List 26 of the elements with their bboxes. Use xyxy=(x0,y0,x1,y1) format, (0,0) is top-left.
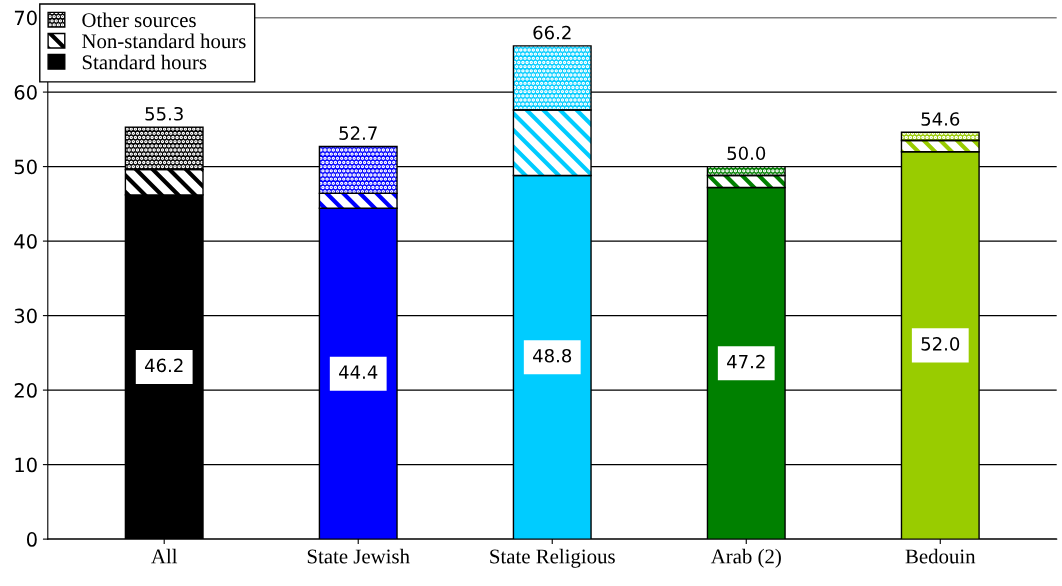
data-label: 47.2 xyxy=(727,354,765,369)
y-tick-label: 20 xyxy=(14,383,37,398)
legend-label: Other sources xyxy=(82,12,196,28)
total-label: 54.6 xyxy=(921,112,960,126)
x-tick-label: State Religious xyxy=(490,548,615,568)
y-tick-label: 70 xyxy=(14,10,37,26)
y-tick-label: 10 xyxy=(15,457,37,473)
data-label: 52.0 xyxy=(921,336,960,351)
data-label: 46.2 xyxy=(144,358,183,373)
y-tick-label: 30 xyxy=(14,308,37,324)
x-tick-label: Bedouin xyxy=(905,548,976,564)
y-tick-label: 0 xyxy=(26,532,37,547)
total-label: 66.2 xyxy=(533,25,571,40)
x-tick-label: Arab (2) xyxy=(710,548,781,568)
x-tick-label: State Jewish xyxy=(307,548,410,564)
x-tick-label: All xyxy=(151,548,178,564)
y-tick-label: 40 xyxy=(14,234,37,249)
data-label: 44.4 xyxy=(339,365,378,379)
legend-label: Non-standard hours xyxy=(82,33,246,49)
data-label: 48.8 xyxy=(533,348,572,363)
y-tick-label: 60 xyxy=(14,85,37,100)
y-tick-label: 50 xyxy=(14,159,37,175)
total-label: 52.7 xyxy=(339,126,377,140)
total-label: 50.0 xyxy=(727,146,766,161)
total-label: 55.3 xyxy=(145,106,183,121)
legend-label: Standard hours xyxy=(82,54,207,70)
